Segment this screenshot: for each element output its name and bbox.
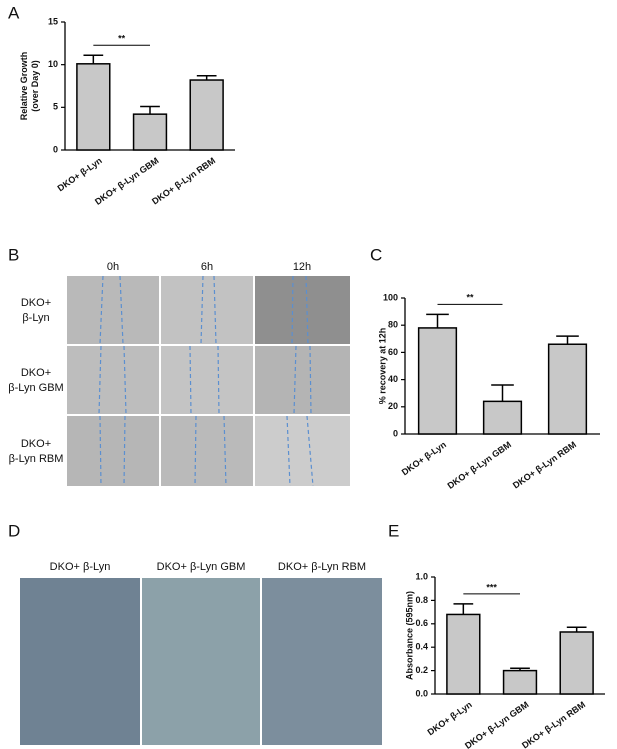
y-tick-label: 5 bbox=[53, 102, 58, 112]
y-tick-label: 1.0 bbox=[415, 571, 428, 581]
bar bbox=[76, 63, 111, 151]
significance-label: ** bbox=[466, 293, 474, 303]
row-label: β-Lyn RBM bbox=[9, 453, 64, 465]
x-tick-label: DKO+ β-Lyn bbox=[400, 439, 448, 477]
panel-label: B bbox=[8, 245, 19, 264]
column-label: DKO+ β-Lyn GBM bbox=[157, 561, 246, 573]
y-tick-label: 60 bbox=[388, 347, 398, 357]
panel-label: A bbox=[8, 3, 20, 22]
y-tick-label: 0 bbox=[393, 428, 398, 438]
bar bbox=[189, 79, 224, 151]
bar bbox=[559, 631, 594, 695]
row-label: β-Lyn bbox=[22, 312, 49, 324]
bar bbox=[482, 400, 523, 435]
x-tick-label: DKO+ β-Lyn bbox=[426, 699, 474, 737]
y-tick-label: 80 bbox=[388, 320, 398, 330]
y-axis-label: (over Day 0) bbox=[30, 60, 40, 112]
y-tick-label: 10 bbox=[48, 59, 58, 69]
y-tick-label: 40 bbox=[388, 374, 398, 384]
column-label: 6h bbox=[201, 261, 213, 273]
x-tick-label: DKO+ β-Lyn RBM bbox=[511, 439, 578, 490]
column-label: DKO+ β-Lyn RBM bbox=[278, 561, 366, 573]
y-tick-label: 0.8 bbox=[415, 595, 428, 605]
y-tick-label: 0.2 bbox=[415, 665, 428, 675]
bar bbox=[502, 669, 538, 695]
x-tick-label: DKO+ β-Lyn RBM bbox=[520, 699, 587, 749]
row-label: DKO+ bbox=[21, 367, 51, 379]
y-tick-label: 15 bbox=[48, 16, 58, 26]
bar bbox=[417, 327, 458, 435]
y-axis-label: % recovery at 12h bbox=[377, 328, 387, 405]
row-label: β-Lyn GBM bbox=[8, 382, 63, 394]
x-tick-label: DKO+ β-Lyn GBM bbox=[445, 439, 513, 490]
bar bbox=[547, 343, 588, 435]
wound-images bbox=[67, 275, 350, 487]
panel-label: D bbox=[8, 521, 20, 540]
invasion-images bbox=[20, 578, 382, 745]
x-tick-label: DKO+ β-Lyn bbox=[56, 155, 104, 193]
y-axis-label: Relative Growth bbox=[19, 52, 29, 121]
y-tick-label: 0.0 bbox=[415, 688, 428, 698]
y-tick-label: 0.6 bbox=[415, 618, 428, 628]
y-tick-label: 20 bbox=[388, 401, 398, 411]
significance-label: ** bbox=[118, 34, 126, 44]
y-tick-label: 0.4 bbox=[415, 642, 428, 652]
y-tick-label: 100 bbox=[383, 292, 398, 302]
column-label: 0h bbox=[107, 261, 119, 273]
bar bbox=[446, 613, 481, 695]
column-label: DKO+ β-Lyn bbox=[50, 561, 111, 573]
column-label: 12h bbox=[293, 261, 311, 273]
row-label: DKO+ bbox=[21, 438, 51, 450]
significance-label: *** bbox=[486, 582, 497, 592]
y-tick-label: 0 bbox=[53, 144, 58, 154]
panel-label: E bbox=[388, 521, 399, 540]
row-label: DKO+ bbox=[21, 297, 51, 309]
panel-label: C bbox=[370, 245, 382, 264]
y-axis-label: Absorbance (595nm) bbox=[404, 591, 414, 680]
bar bbox=[132, 113, 168, 151]
